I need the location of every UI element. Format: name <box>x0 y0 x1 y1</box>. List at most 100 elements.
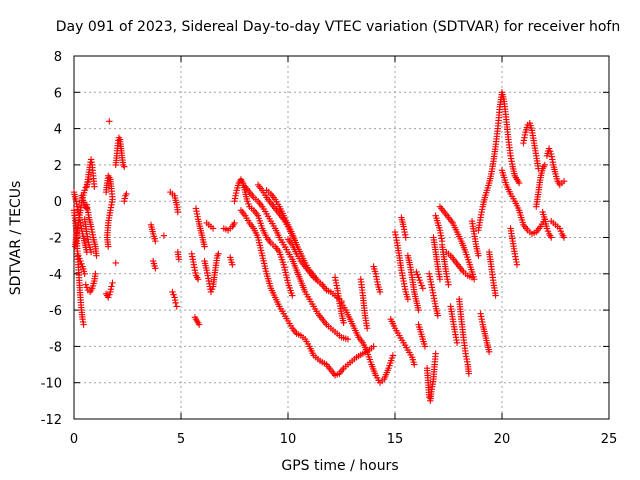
data-point <box>402 234 409 241</box>
data-point <box>413 268 420 276</box>
data-point <box>106 118 113 125</box>
data-point <box>76 255 83 262</box>
data-point <box>82 281 89 288</box>
data-point <box>557 227 565 235</box>
data-point <box>419 285 427 292</box>
data-point <box>289 292 296 299</box>
data-point <box>434 312 441 319</box>
data-point <box>485 348 493 356</box>
x-axis-title: GPS time / hours <box>281 458 398 474</box>
data-point <box>169 288 176 296</box>
grid-lines <box>74 56 609 419</box>
data-point <box>152 265 159 272</box>
data-point <box>92 270 99 277</box>
data-point <box>436 276 444 283</box>
data-point <box>389 352 397 359</box>
data-point <box>344 335 352 343</box>
data-point <box>541 161 548 169</box>
axis-ticks: -12 -10 -8 -6 -4 -2 0 2 4 6 8 0 5 10 15 20 25 <box>41 50 618 447</box>
data-point <box>81 270 88 277</box>
data-point <box>173 303 180 310</box>
data-point <box>421 343 429 350</box>
data-point <box>545 145 553 152</box>
data-point <box>215 250 222 258</box>
data-point <box>418 282 425 289</box>
y-tick-label: -10 <box>41 377 62 392</box>
y-tick-label: -12 <box>41 413 62 428</box>
data-point <box>475 252 482 259</box>
data-point <box>411 361 418 368</box>
data-point <box>77 257 84 265</box>
data-point <box>152 237 159 245</box>
chart-title: Day 091 of 2023, Sidereal Day-to-day VTE… <box>56 19 620 35</box>
data-point <box>81 187 88 194</box>
data-point <box>546 148 554 155</box>
data-points <box>70 89 568 405</box>
data-point <box>75 252 82 259</box>
data-point <box>432 350 439 357</box>
data-point <box>319 281 326 288</box>
x-tick-label: 0 <box>70 432 78 447</box>
data-point <box>445 281 452 288</box>
data-point <box>556 225 563 232</box>
data-point <box>91 183 98 190</box>
y-tick-label: 4 <box>54 123 62 138</box>
data-point <box>83 284 91 291</box>
data-point <box>376 288 384 296</box>
y-tick-label: -4 <box>49 268 62 283</box>
data-point <box>543 225 551 232</box>
data-point <box>78 260 85 268</box>
data-point <box>172 299 179 307</box>
x-tick-label: 20 <box>494 432 511 447</box>
data-point <box>417 279 424 287</box>
data-point <box>201 243 208 250</box>
data-point <box>340 319 347 327</box>
data-point <box>106 291 113 298</box>
data-point <box>160 232 168 239</box>
y-axis-title: SDTVAR / TECUs <box>8 181 24 296</box>
data-point <box>560 234 568 241</box>
data-point <box>174 208 181 216</box>
y-tick-label: 6 <box>54 86 62 101</box>
data-point <box>207 288 215 296</box>
data-point <box>560 178 568 185</box>
data-point <box>105 294 112 301</box>
data-point <box>513 261 521 268</box>
data-point <box>370 343 377 350</box>
data-point <box>93 252 100 259</box>
data-point <box>112 259 119 267</box>
data-point <box>414 271 421 278</box>
data-point <box>87 248 95 256</box>
data-point <box>209 225 217 232</box>
data-point <box>453 339 461 346</box>
data-point <box>229 261 236 268</box>
data-point <box>465 370 473 377</box>
y-tick-label: 2 <box>54 159 62 174</box>
y-tick-label: -6 <box>49 304 62 319</box>
y-tick-label: -2 <box>49 232 62 247</box>
data-point <box>515 179 523 187</box>
data-point <box>544 227 552 235</box>
data-point <box>105 243 112 250</box>
data-point <box>548 234 555 241</box>
y-tick-label: 0 <box>54 195 62 210</box>
data-point <box>245 200 252 208</box>
data-point <box>208 286 216 293</box>
data-point <box>194 276 202 283</box>
x-tick-label: 10 <box>280 432 297 447</box>
data-point <box>415 306 422 314</box>
data-point <box>404 296 412 303</box>
data-point <box>416 276 423 284</box>
data-point <box>244 198 251 205</box>
data-point <box>415 274 422 281</box>
data-point <box>123 190 130 198</box>
data-point <box>121 163 128 170</box>
x-tick-label: 5 <box>177 432 185 447</box>
data-point <box>175 256 183 263</box>
data-point <box>80 321 87 328</box>
data-point <box>492 292 499 299</box>
x-tick-label: 25 <box>601 432 618 447</box>
y-tick-label: -8 <box>49 340 62 355</box>
